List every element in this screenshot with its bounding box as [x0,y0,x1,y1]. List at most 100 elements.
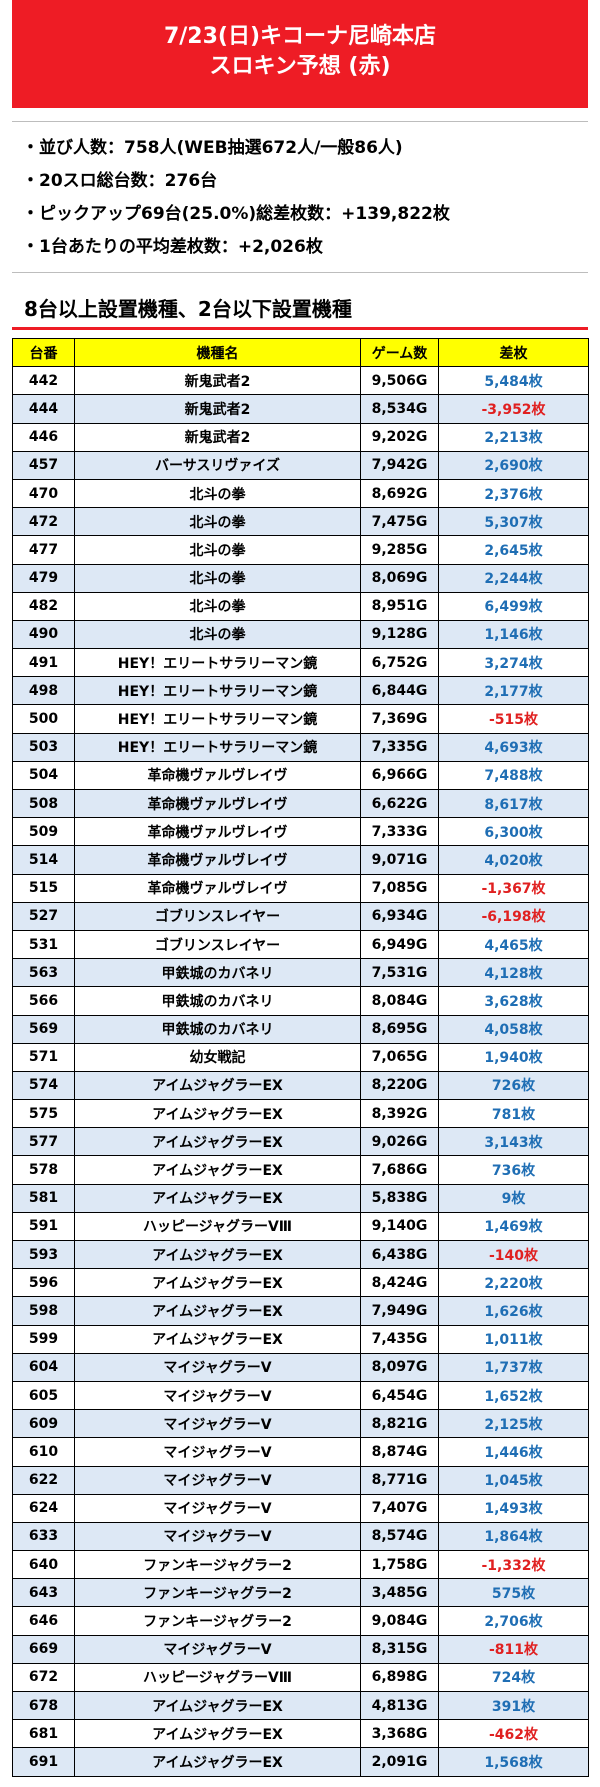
games-cell: 7,531G [360,958,439,988]
machine-number-cell: 470 [12,478,75,509]
table-row: 578 アイムジャグラーEX 7,686G 736枚 [12,1155,589,1185]
table-row: 571 幼女戦記 7,065G 1,940枚 [12,1042,589,1072]
section-divider [12,327,588,330]
header-prediction-title: スロキン予想 (赤) [209,54,391,79]
games-cell: 4,813G [360,1690,439,1721]
model-name-cell: ハッピージャグラーVⅢ [74,1662,361,1693]
model-name-cell: 新鬼武者2 [74,366,361,396]
machine-number-cell: 514 [12,845,75,875]
table-row: 593 アイムジャグラーEX 6,438G -140枚 [12,1239,589,1270]
games-cell: 7,369G [360,704,439,734]
machine-number-cell: 472 [12,507,75,537]
table-row: 477 北斗の拳 9,285G 2,645枚 [12,535,589,565]
games-cell: 3,368G [360,1719,439,1749]
table-row: 681 アイムジャグラーEX 3,368G -462枚 [12,1719,589,1749]
machine-number-cell: 691 [12,1747,75,1777]
model-name-cell: アイムジャグラーEX [74,1296,361,1326]
difference-cell: 724枚 [438,1662,589,1693]
difference-cell: 2,376枚 [438,478,589,509]
model-name-cell: アイムジャグラーEX [74,1690,361,1721]
difference-cell: 2,213枚 [438,422,589,452]
table-row: 490 北斗の拳 9,128G 1,146枚 [12,619,589,650]
difference-cell: 1,652枚 [438,1380,589,1411]
model-name-cell: マイジャグラーV [74,1634,361,1664]
table-header-row: 台番 機種名 ゲーム数 差枚 [12,337,589,368]
table-row: 643 ファンキージャグラー2 3,485G 575枚 [12,1578,589,1608]
table-row: 563 甲鉄城のカバネリ 7,531G 4,128枚 [12,958,589,988]
summary-line-average: 1台あたりの平均差枚数：+2,026枚 [22,231,588,264]
difference-cell: -462枚 [438,1719,589,1749]
games-cell: 9,071G [360,845,439,875]
games-cell: 7,333G [360,817,439,847]
model-name-cell: 幼女戦記 [74,1042,361,1072]
difference-cell: 6,300枚 [438,817,589,847]
games-cell: 7,942G [360,450,439,480]
model-name-cell: アイムジャグラーEX [74,1183,361,1213]
games-cell: 8,424G [360,1268,439,1298]
model-name-cell: 革命機ヴァルヴレイヴ [74,817,361,847]
difference-cell: 1,469枚 [438,1211,589,1242]
games-cell: 7,475G [360,507,439,537]
model-name-cell: マイジャグラーV [74,1521,361,1552]
machine-number-cell: 444 [12,394,75,424]
games-cell: 8,534G [360,394,439,424]
difference-cell: 8,617枚 [438,788,589,819]
table-row: 669 マイジャグラーV 8,315G -811枚 [12,1634,589,1664]
model-name-cell: アイムジャグラーEX [74,1719,361,1749]
machine-number-cell: 490 [12,619,75,650]
machine-number-cell: 605 [12,1380,75,1411]
machine-number-cell: 669 [12,1634,75,1664]
table-row: 491 HEY！エリートサラリーマン鏡 6,752G 3,274枚 [12,648,589,678]
table-row: 605 マイジャグラーV 6,454G 1,652枚 [12,1380,589,1411]
difference-cell: -3,952枚 [438,394,589,424]
difference-cell: 1,864枚 [438,1521,589,1552]
machine-number-cell: 446 [12,422,75,452]
difference-cell: 3,628枚 [438,986,589,1016]
difference-cell: -140枚 [438,1239,589,1270]
games-cell: 6,949G [360,929,439,960]
games-cell: 6,844G [360,676,439,706]
difference-cell: 1,146枚 [438,619,589,650]
difference-cell: 7,488枚 [438,760,589,791]
table-row: 500 HEY！エリートサラリーマン鏡 7,369G -515枚 [12,704,589,734]
difference-cell: 3,274枚 [438,648,589,678]
machine-number-cell: 609 [12,1409,75,1439]
model-name-cell: HEY！エリートサラリーマン鏡 [74,676,361,706]
machine-number-cell: 574 [12,1070,75,1101]
summary-info: 並び人数：758人(WEB抽選672人/一般86人) 20スロ総台数：276台 … [12,121,588,273]
difference-cell: 1,737枚 [438,1352,589,1382]
difference-cell: 4,128枚 [438,958,589,988]
games-cell: 8,084G [360,986,439,1016]
model-name-cell: 北斗の拳 [74,619,361,650]
model-name-cell: アイムジャグラーEX [74,1747,361,1777]
games-cell: 8,392G [360,1099,439,1129]
games-cell: 7,435G [360,1324,439,1354]
difference-cell: 736枚 [438,1155,589,1185]
model-name-cell: マイジャグラーV [74,1493,361,1523]
model-name-cell: ハッピージャグラーVⅢ [74,1211,361,1242]
games-cell: 6,622G [360,788,439,819]
column-header-model-name: 機種名 [74,337,361,368]
machine-results-table: 台番 機種名 ゲーム数 差枚 442 新鬼武者2 9,506G 5,484枚 444 新鬼… [12,337,589,1777]
games-cell: 8,574G [360,1521,439,1552]
difference-cell: 1,493枚 [438,1493,589,1523]
model-name-cell: バーサスリヴァイズ [74,450,361,480]
difference-cell: 1,568枚 [438,1747,589,1777]
model-name-cell: マイジャグラーV [74,1352,361,1382]
games-cell: 8,695G [360,1014,439,1044]
difference-cell: 6,499枚 [438,591,589,621]
table-row: 470 北斗の拳 8,692G 2,376枚 [12,478,589,509]
model-name-cell: 北斗の拳 [74,563,361,593]
table-row: 640 ファンキージャグラー2 1,758G -1,332枚 [12,1550,589,1580]
machine-number-cell: 571 [12,1042,75,1072]
table-row: 515 革命機ヴァルヴレイヴ 7,085G -1,367枚 [12,873,589,903]
difference-cell: 3,143枚 [438,1127,589,1157]
machine-number-cell: 593 [12,1239,75,1270]
machine-number-cell: 578 [12,1155,75,1185]
column-header-games: ゲーム数 [360,337,439,368]
games-cell: 8,771G [360,1465,439,1495]
table-row: 442 新鬼武者2 9,506G 5,484枚 [12,366,589,396]
machine-number-cell: 604 [12,1352,75,1382]
difference-cell: -811枚 [438,1634,589,1664]
difference-cell: 4,020枚 [438,845,589,875]
